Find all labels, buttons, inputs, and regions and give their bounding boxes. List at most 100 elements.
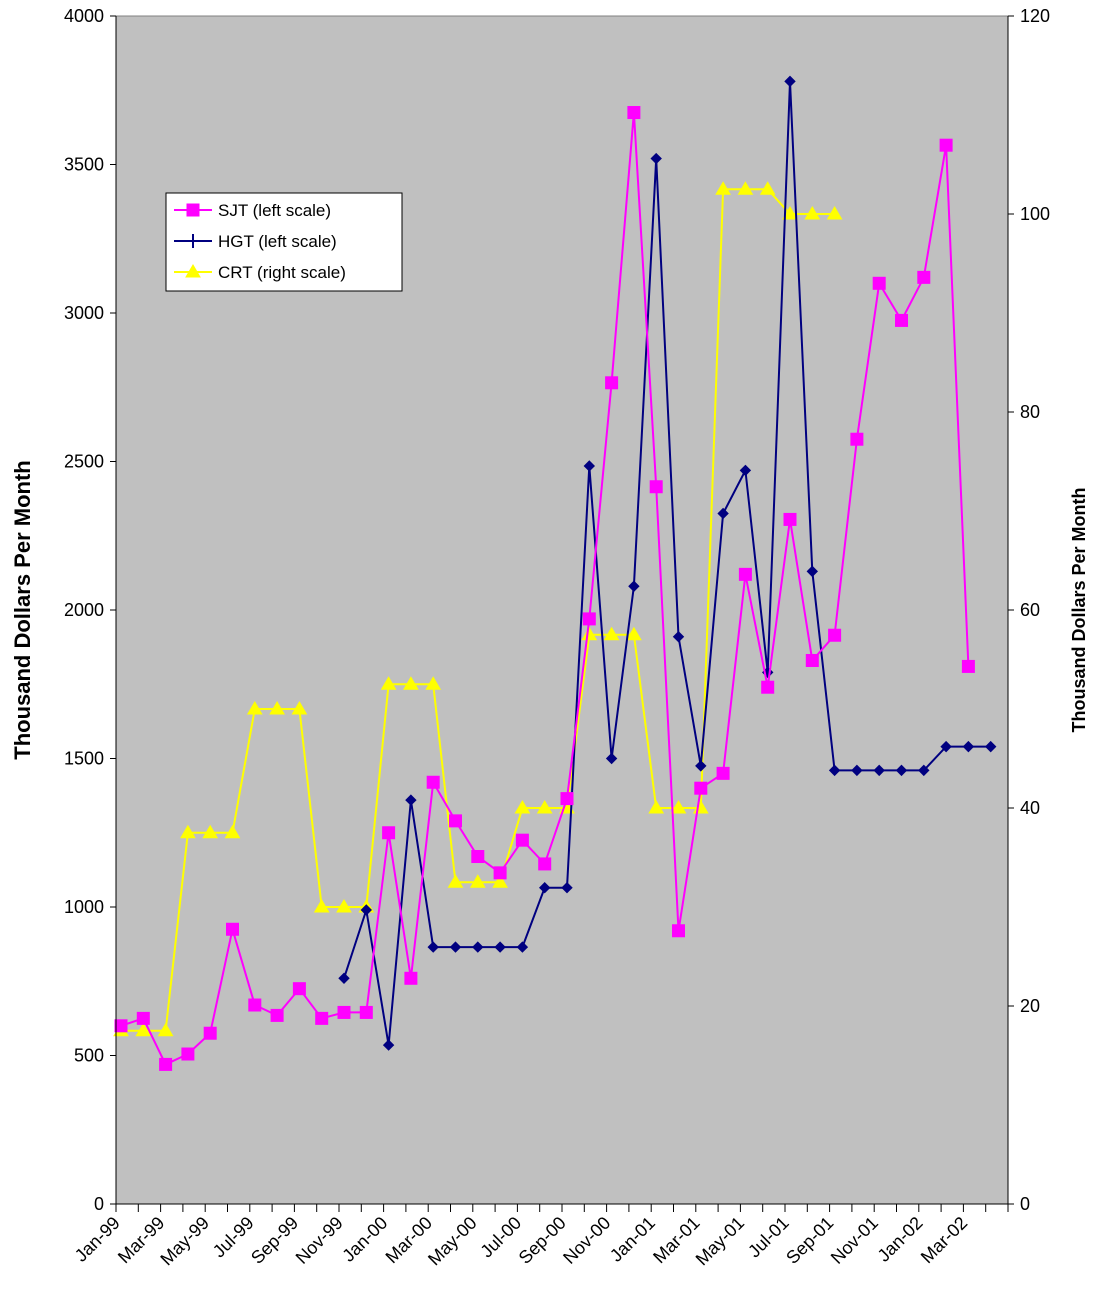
x-tick-label: Sep-00 — [515, 1213, 570, 1268]
data-point-diamond — [806, 565, 819, 578]
data-point-triangle — [425, 676, 442, 690]
data-point-square — [337, 1005, 351, 1019]
data-point-square — [694, 781, 708, 795]
data-point-square — [359, 1005, 373, 1019]
data-point-diamond — [382, 1039, 395, 1051]
legend: SJT (left scale) HGT (left scale) CRT (rig… — [165, 192, 403, 292]
data-point-square — [961, 659, 975, 673]
data-point-diamond — [494, 941, 506, 953]
left-axis-title: Thousand Dollars Per Month — [10, 460, 35, 759]
right-axis-title: Thousand Dollars Per Month — [1069, 487, 1089, 732]
x-tick-label: Jan-02 — [874, 1213, 927, 1266]
data-point-square — [292, 982, 306, 996]
data-point-square — [270, 1008, 284, 1022]
data-point-triangle — [737, 181, 754, 195]
data-point-diamond — [427, 941, 439, 953]
x-tick-label: Sep-01 — [782, 1213, 837, 1268]
right-tick-label: 40 — [1020, 798, 1040, 818]
data-point-square — [493, 866, 507, 880]
data-point-triangle — [291, 701, 308, 715]
data-point-square — [605, 376, 619, 390]
data-point-triangle — [135, 1022, 152, 1037]
data-point-triangle — [336, 899, 352, 913]
data-point-diamond — [918, 764, 930, 777]
data-point-triangle — [447, 874, 464, 888]
x-tick-label: Nov-99 — [292, 1213, 347, 1268]
left-tick-label: 1500 — [64, 749, 104, 769]
left-tick-label: 3000 — [64, 303, 104, 323]
data-point-triangle — [536, 800, 553, 814]
data-point-diamond — [717, 507, 729, 520]
right-tick-label: 100 — [1020, 204, 1050, 224]
series-layer — [113, 75, 997, 1071]
data-point-square — [895, 313, 908, 327]
data-point-diamond — [538, 881, 551, 894]
data-point-diamond — [405, 794, 417, 806]
data-point-triangle — [715, 181, 731, 195]
right-tick-label: 20 — [1020, 996, 1040, 1016]
data-point-triangle — [626, 626, 642, 641]
data-point-diamond — [516, 941, 529, 953]
data-point-square — [582, 612, 596, 626]
data-point-triangle — [380, 676, 397, 690]
data-point-square — [649, 480, 663, 494]
right-tick-label: 60 — [1020, 600, 1040, 620]
data-point-square — [515, 833, 529, 847]
data-point-triangle — [603, 626, 620, 641]
data-point-triangle — [269, 701, 285, 715]
legend-label: CRT (right scale) — [218, 263, 346, 282]
data-point-square — [471, 850, 485, 864]
data-point-diamond — [472, 941, 484, 953]
data-point-square — [738, 567, 752, 581]
data-point-square — [872, 276, 886, 290]
data-point-diamond — [873, 764, 885, 777]
left-tick-label: 0 — [94, 1194, 104, 1214]
x-tick-label: Nov-00 — [559, 1213, 614, 1268]
data-point-square — [917, 270, 931, 284]
data-point-triangle — [224, 824, 241, 839]
data-point-diamond — [605, 752, 618, 765]
data-point-diamond — [828, 764, 841, 777]
right-tick-label: 80 — [1020, 402, 1040, 422]
x-tick-label: Jan-99 — [71, 1213, 124, 1266]
data-point-square — [627, 106, 641, 120]
data-point-square — [538, 857, 552, 871]
data-point-square — [850, 432, 864, 446]
series-1 — [338, 75, 997, 1051]
data-point-diamond — [650, 152, 662, 165]
data-point-square — [114, 1019, 128, 1033]
data-point-square — [761, 680, 775, 694]
data-point-triangle — [180, 824, 196, 839]
data-point-diamond — [561, 881, 573, 894]
data-point-diamond — [851, 764, 863, 777]
x-tick-label: Jan-01 — [606, 1213, 659, 1266]
data-point-square — [716, 766, 730, 780]
data-point-triangle — [648, 800, 665, 814]
data-point-diamond — [940, 740, 952, 753]
left-tick-label: 3500 — [64, 155, 104, 175]
x-tick-label: May-99 — [156, 1213, 213, 1270]
data-point-square — [136, 1011, 150, 1025]
data-point-triangle — [246, 701, 263, 715]
right-tick-label: 120 — [1020, 6, 1050, 26]
data-point-triangle — [313, 899, 330, 913]
left-tick-label: 2500 — [64, 452, 104, 472]
data-point-triangle — [492, 874, 508, 888]
data-point-diamond — [449, 941, 462, 953]
data-point-triangle — [157, 1022, 174, 1037]
data-point-square — [828, 628, 842, 642]
data-point-triangle — [514, 800, 531, 814]
data-point-triangle — [782, 206, 798, 220]
data-point-triangle — [202, 824, 219, 839]
data-point-square — [783, 512, 797, 526]
x-tick-label: Mar-02 — [917, 1213, 971, 1267]
data-point-diamond — [583, 460, 596, 472]
data-point-triangle — [185, 264, 201, 278]
x-tick-label: May-01 — [692, 1213, 749, 1270]
data-point-square — [404, 971, 418, 985]
data-point-square — [159, 1057, 173, 1071]
left-tick-label: 2000 — [64, 600, 104, 620]
left-tick-label: 1000 — [64, 897, 104, 917]
data-point-square — [203, 1026, 217, 1040]
